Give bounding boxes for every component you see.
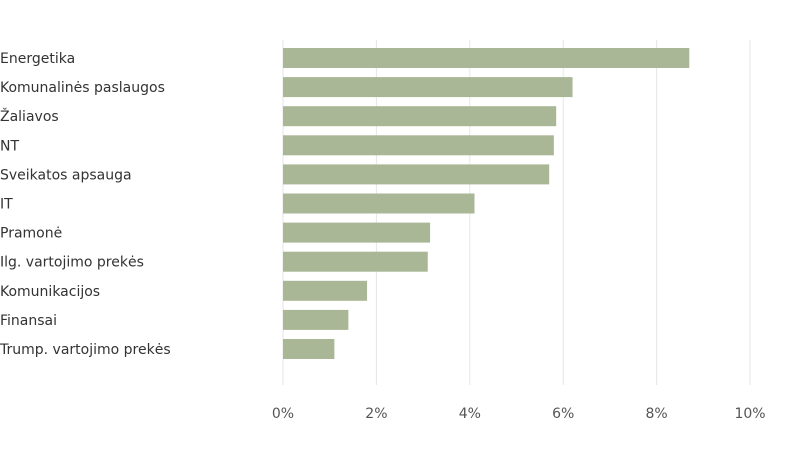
category-labels: Energetika Komunalinės paslaugos Žaliavos N… bbox=[0, 51, 171, 358]
bar bbox=[283, 251, 428, 272]
bar bbox=[283, 135, 554, 156]
category-label: Pramonė bbox=[0, 226, 62, 242]
bar bbox=[283, 280, 368, 301]
x-tick-label: 4% bbox=[459, 406, 481, 422]
bar bbox=[283, 164, 550, 185]
x-tick-label: 0% bbox=[272, 406, 294, 422]
category-label: IT bbox=[0, 197, 13, 213]
bar bbox=[283, 339, 335, 359]
category-label: NT bbox=[0, 138, 19, 154]
x-axis-tick-labels: 0% 2% 4% 6% 8% 10% bbox=[272, 406, 766, 422]
x-tick-label: 2% bbox=[365, 406, 387, 422]
bar bbox=[283, 193, 475, 214]
x-tick-label: 6% bbox=[552, 406, 574, 422]
bar bbox=[283, 309, 349, 330]
bar bbox=[283, 222, 431, 243]
bar bbox=[283, 106, 557, 127]
bar bbox=[283, 48, 690, 68]
category-label: Finansai bbox=[0, 313, 57, 329]
bars bbox=[283, 48, 690, 359]
category-label: Komunikacijos bbox=[0, 284, 100, 300]
bar bbox=[283, 77, 573, 98]
category-label: Ilg. vartojimo prekės bbox=[0, 255, 144, 271]
x-tick-label: 10% bbox=[734, 406, 765, 422]
category-label: Energetika bbox=[0, 51, 75, 67]
category-label: Trump. vartojimo prekės bbox=[0, 342, 171, 358]
x-tick-label: 8% bbox=[645, 406, 667, 422]
category-label: Sveikatos apsauga bbox=[0, 167, 132, 183]
category-label: Žaliavos bbox=[0, 107, 59, 125]
category-label: Komunalinės paslaugos bbox=[0, 80, 165, 96]
